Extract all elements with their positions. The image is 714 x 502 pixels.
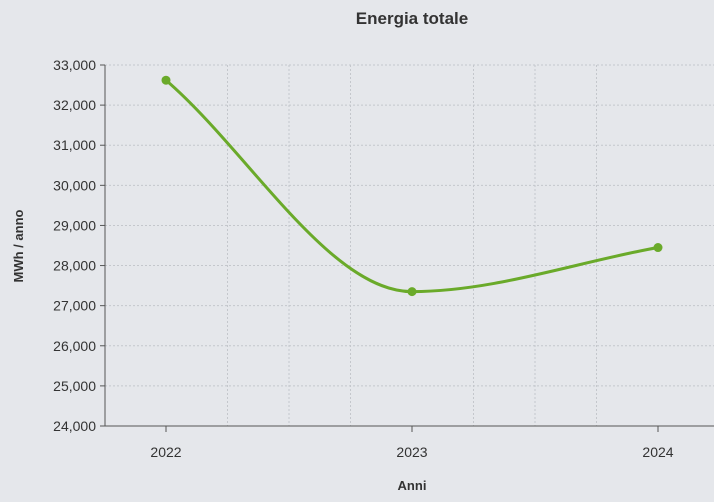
- x-tick-label: 2023: [396, 444, 427, 460]
- data-points: [161, 75, 663, 297]
- data-point: [653, 243, 663, 253]
- x-tick-label: 2022: [150, 444, 181, 460]
- chart-title: Energia totale: [356, 9, 468, 28]
- axes: [104, 65, 714, 427]
- y-tick-label: 28,000: [53, 258, 96, 274]
- y-tick-label: 30,000: [53, 177, 96, 193]
- y-tick-label: 29,000: [53, 217, 96, 233]
- data-point: [161, 75, 171, 85]
- y-tick-label: 27,000: [53, 298, 96, 314]
- data-point: [407, 287, 417, 297]
- grid: [105, 64, 714, 426]
- y-tick-label: 31,000: [53, 137, 96, 153]
- y-tick-label: 32,000: [53, 97, 96, 113]
- y-tick-label: 25,000: [53, 378, 96, 394]
- y-tick-label: 33,000: [53, 57, 96, 73]
- x-tick-label: 2024: [642, 444, 673, 460]
- y-tick-label: 26,000: [53, 338, 96, 354]
- series-line: [165, 79, 659, 294]
- y-tick-label: 24,000: [53, 418, 96, 434]
- y-axis-title: MWh / anno: [11, 209, 26, 282]
- x-tick-labels: 2022 2023 2024: [150, 426, 674, 460]
- x-axis-title: Anni: [398, 478, 427, 493]
- y-tick-labels: 24,000 25,000 26,000 27,000 28,000 29,000 30,0…: [53, 57, 105, 434]
